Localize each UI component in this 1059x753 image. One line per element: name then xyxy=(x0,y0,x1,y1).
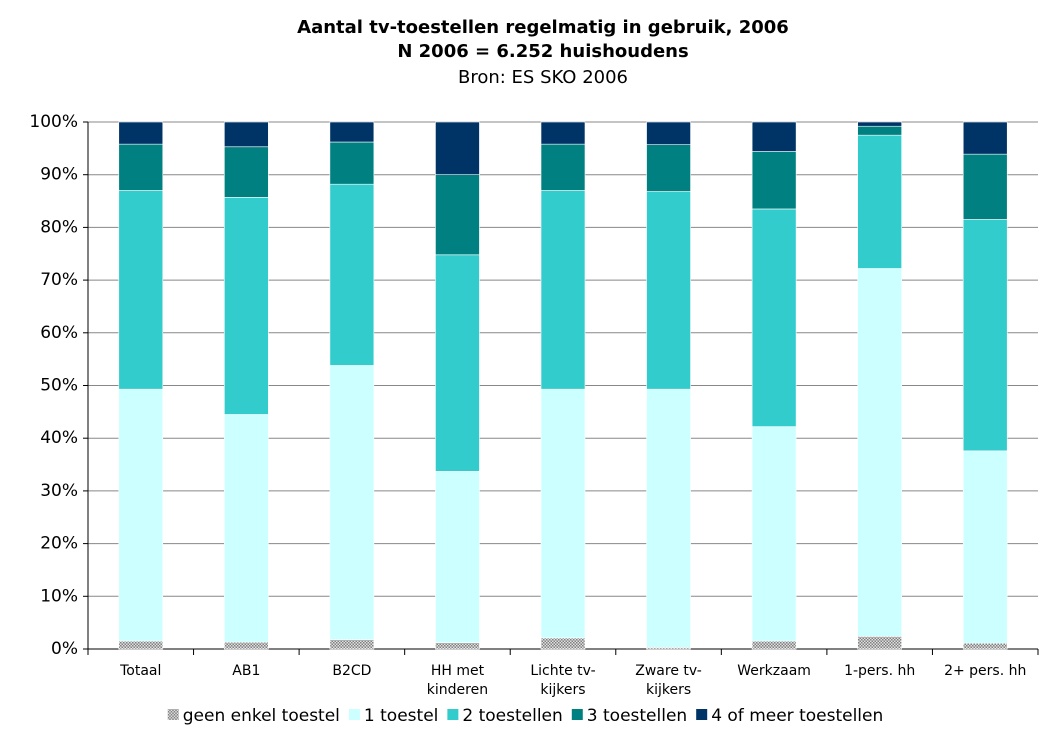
legend-label: 2 toestellen xyxy=(462,706,562,726)
chart-subtitle: N 2006 = 6.252 huishoudens xyxy=(397,41,688,62)
bar-segment xyxy=(224,121,269,148)
bar-segment xyxy=(540,190,586,390)
bar-segment xyxy=(329,183,375,366)
bar-segment xyxy=(751,121,797,152)
y-tick-label: 60% xyxy=(40,323,78,343)
bar-segment xyxy=(962,153,1008,220)
bar-segment xyxy=(751,208,797,427)
bar-segment xyxy=(224,641,269,650)
legend-swatch xyxy=(447,709,459,720)
bar-segment xyxy=(435,121,480,176)
bar-segment xyxy=(329,121,375,143)
y-tick-label: 0% xyxy=(51,639,78,659)
bar-segment xyxy=(540,637,586,650)
y-tick-label: 100% xyxy=(29,112,78,132)
legend-swatch xyxy=(571,709,583,720)
bar-segment xyxy=(646,388,691,648)
bar-segment xyxy=(646,144,691,192)
bar-segment xyxy=(646,191,691,390)
x-tick-label: B2CD xyxy=(332,663,371,679)
bar-segment xyxy=(857,125,902,136)
legend-swatch xyxy=(696,709,708,720)
x-tick-label: Werkzaam xyxy=(737,663,811,679)
bar-segment xyxy=(329,365,375,640)
bar-segment xyxy=(751,151,797,210)
y-tick-label: 20% xyxy=(40,534,78,554)
legend-swatch xyxy=(167,709,179,720)
y-tick-label: 10% xyxy=(40,586,78,606)
bar-segment xyxy=(857,636,902,650)
bar-segment xyxy=(224,414,269,643)
bar-segment xyxy=(540,143,586,191)
bar-segment xyxy=(857,121,902,127)
bar-segment xyxy=(962,219,1008,452)
x-tick-label: Totaal xyxy=(119,663,161,679)
bar-segment xyxy=(224,197,269,415)
legend: geen enkel toestel 1 toestel 2 toestellen 3… xyxy=(167,706,883,726)
y-tick-label: 80% xyxy=(40,217,78,237)
bar-segment xyxy=(857,268,902,637)
x-tick-label: AB1 xyxy=(232,663,260,679)
bar-segment xyxy=(118,190,164,390)
x-tick-label: Zware tv-kijkers xyxy=(635,663,702,698)
bar-segment xyxy=(857,134,902,269)
chart-title: Aantal tv-toestellen regelmatig in gebru… xyxy=(297,17,789,38)
bar-segment xyxy=(540,388,586,639)
bar-segment xyxy=(435,174,480,256)
bar-segment xyxy=(435,254,480,472)
legend-label: 1 toestel xyxy=(364,706,438,726)
x-tick-label: Lichte tv-kijkers xyxy=(530,663,595,698)
y-tick-label: 50% xyxy=(40,376,78,396)
bar-segment xyxy=(118,388,164,642)
bar-segment xyxy=(118,640,164,650)
y-tick-label: 30% xyxy=(40,481,78,501)
legend-label: 3 toestellen xyxy=(587,706,687,726)
x-tick-label: HH met kinderen xyxy=(427,663,488,698)
bar-segment xyxy=(224,146,269,198)
bar-segment xyxy=(751,426,797,642)
bar-segment xyxy=(540,121,586,145)
x-tick-label: 1-pers. hh xyxy=(844,663,915,679)
bar-segment xyxy=(329,141,375,185)
bar-segment xyxy=(435,471,480,643)
bar-segment xyxy=(962,450,1008,644)
legend-label: 4 of meer toestellen xyxy=(711,706,883,726)
bar-segment xyxy=(118,143,164,191)
bar-segment xyxy=(646,121,691,145)
y-tick-label: 90% xyxy=(40,165,78,185)
bar-segment xyxy=(329,639,375,650)
legend-label: geen enkel toestel xyxy=(183,706,340,726)
bar-segment xyxy=(435,642,480,650)
y-tick-label: 70% xyxy=(40,270,78,290)
bar-segment xyxy=(751,640,797,650)
bar-segment xyxy=(962,642,1008,650)
chart-source: Bron: ES SKO 2006 xyxy=(458,67,628,88)
x-tick-label: 2+ pers. hh xyxy=(944,663,1026,679)
y-tick-label: 40% xyxy=(40,428,78,448)
bar-segment xyxy=(118,121,164,145)
bar-segment xyxy=(962,121,1008,155)
legend-swatch xyxy=(348,709,360,720)
